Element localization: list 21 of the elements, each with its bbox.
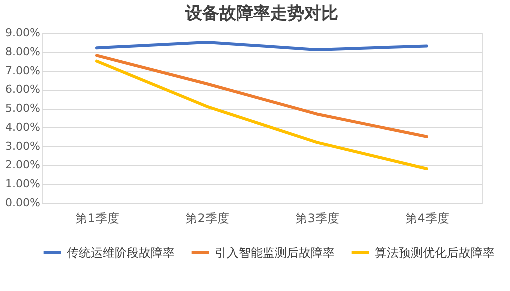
y-tick-label: 9.00% — [6, 26, 40, 40]
line-series — [96, 60, 428, 170]
y-tick-label: 0.00% — [6, 196, 40, 210]
x-tick-label: 第1季度 — [76, 212, 120, 226]
y-tick-label: 8.00% — [6, 45, 40, 58]
legend-label: 传统运维阶段故障率 — [67, 246, 175, 260]
chart-title: 设备故障率走势对比 — [184, 4, 338, 24]
y-tick-label: 2.00% — [6, 158, 40, 172]
y-tick-label: 1.00% — [6, 178, 40, 191]
y-tick-label: 3.00% — [6, 140, 40, 153]
line-series — [96, 40, 428, 52]
y-tick-label: 4.00% — [6, 120, 40, 134]
y-tick-label: 6.00% — [6, 83, 40, 96]
legend-label: 引入智能监测后故障率 — [215, 246, 335, 260]
x-tick-label: 第4季度 — [406, 212, 450, 226]
legend-label: 算法预测优化后故障率 — [375, 246, 495, 260]
line-series — [96, 54, 428, 138]
x-tick-label: 第2季度 — [186, 212, 230, 226]
y-tick-label: 7.00% — [6, 64, 40, 78]
x-tick-label: 第3季度 — [296, 212, 340, 226]
y-tick-label: 5.00% — [6, 102, 40, 116]
